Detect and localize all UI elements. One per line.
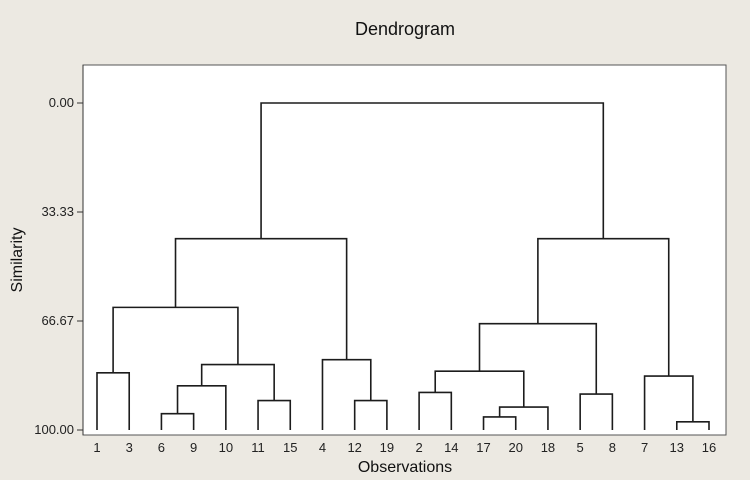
x-axis-label: Observations xyxy=(358,459,452,476)
y-ticks: 0.00 33.33 66.67 100.00 xyxy=(34,95,83,437)
y-tick-label: 0.00 xyxy=(49,95,74,110)
x-tick-labels: 1 3 6 9 10 11 15 4 12 19 2 14 17 20 18 5 8 7 13 16 xyxy=(93,440,716,455)
y-axis-label: Similarity xyxy=(9,228,26,293)
leaf-label: 1 xyxy=(93,440,100,455)
leaf-label: 13 xyxy=(670,440,684,455)
dendrogram-link xyxy=(260,102,605,239)
leaf-label: 6 xyxy=(158,440,165,455)
leaf-label: 7 xyxy=(641,440,648,455)
y-tick-label: 66.67 xyxy=(41,313,74,328)
y-tick-label: 33.33 xyxy=(41,204,74,219)
leaf-label: 16 xyxy=(702,440,716,455)
leaf-label: 12 xyxy=(347,440,361,455)
leaf-label: 18 xyxy=(541,440,555,455)
plot-frame xyxy=(82,64,727,436)
leaf-label: 15 xyxy=(283,440,297,455)
leaf-label: 19 xyxy=(380,440,394,455)
chart-title: Dendrogram xyxy=(355,19,455,39)
dendrogram-links xyxy=(96,102,710,430)
leaf-label: 11 xyxy=(251,440,265,455)
leaf-label: 8 xyxy=(609,440,616,455)
leaf-label: 14 xyxy=(444,440,458,455)
leaf-label: 17 xyxy=(476,440,490,455)
leaf-label: 4 xyxy=(319,440,326,455)
leaf-label: 3 xyxy=(126,440,133,455)
y-tick-label: 100.00 xyxy=(34,422,74,437)
leaf-label: 2 xyxy=(415,440,422,455)
leaf-label: 10 xyxy=(219,440,233,455)
leaf-label: 20 xyxy=(509,440,523,455)
leaf-label: 9 xyxy=(190,440,197,455)
leaf-label: 5 xyxy=(577,440,584,455)
